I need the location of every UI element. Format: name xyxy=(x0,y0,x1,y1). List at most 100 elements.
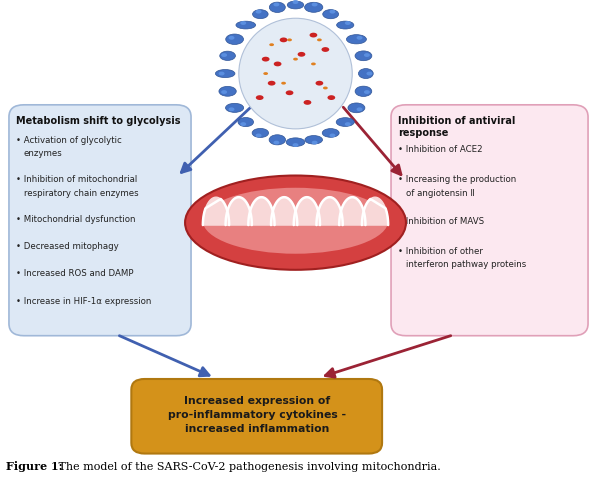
Ellipse shape xyxy=(303,101,312,106)
Ellipse shape xyxy=(287,2,304,10)
Ellipse shape xyxy=(238,118,254,127)
Ellipse shape xyxy=(219,72,224,76)
Ellipse shape xyxy=(221,91,227,95)
Text: • Decreased mitophagy: • Decreased mitophagy xyxy=(16,241,119,251)
Ellipse shape xyxy=(345,22,351,26)
Ellipse shape xyxy=(293,1,298,5)
Ellipse shape xyxy=(305,136,322,145)
Ellipse shape xyxy=(327,96,336,101)
Text: • Inhibition of ACE2: • Inhibition of ACE2 xyxy=(398,145,483,154)
Ellipse shape xyxy=(239,19,352,130)
Ellipse shape xyxy=(337,22,354,30)
Text: Increased expression of
pro-inflammatory cytokines -
increased inflammation: Increased expression of pro-inflammatory… xyxy=(168,395,346,433)
Ellipse shape xyxy=(367,72,373,76)
Ellipse shape xyxy=(312,3,318,7)
Ellipse shape xyxy=(256,96,263,101)
Text: • Mitochondrial dysfunction: • Mitochondrial dysfunction xyxy=(16,214,136,223)
Ellipse shape xyxy=(364,91,370,95)
Text: • Inhibition of mitochondrial: • Inhibition of mitochondrial xyxy=(16,175,137,184)
Polygon shape xyxy=(339,198,365,226)
Ellipse shape xyxy=(219,87,236,97)
Ellipse shape xyxy=(316,82,324,86)
Ellipse shape xyxy=(286,139,305,147)
Ellipse shape xyxy=(273,142,279,145)
Ellipse shape xyxy=(287,39,292,42)
Ellipse shape xyxy=(293,144,298,148)
Ellipse shape xyxy=(273,62,281,67)
Ellipse shape xyxy=(281,83,286,85)
Text: • Increasing the production: • Increasing the production xyxy=(398,175,516,184)
Ellipse shape xyxy=(185,176,406,270)
Ellipse shape xyxy=(252,129,269,138)
Ellipse shape xyxy=(356,37,362,41)
Ellipse shape xyxy=(267,82,275,86)
Ellipse shape xyxy=(226,35,244,46)
Ellipse shape xyxy=(298,53,305,58)
Ellipse shape xyxy=(216,71,235,78)
Text: • Activation of glycolytic: • Activation of glycolytic xyxy=(16,135,122,144)
Polygon shape xyxy=(294,198,320,226)
Ellipse shape xyxy=(364,54,370,58)
Ellipse shape xyxy=(240,22,246,26)
Ellipse shape xyxy=(312,142,318,145)
Ellipse shape xyxy=(269,3,285,13)
Ellipse shape xyxy=(220,52,235,61)
Ellipse shape xyxy=(240,123,246,127)
Text: • Increase in HIF-1α expression: • Increase in HIF-1α expression xyxy=(16,296,152,305)
Ellipse shape xyxy=(330,134,336,138)
Text: Inhibition of antiviral
response: Inhibition of antiviral response xyxy=(398,116,516,138)
Ellipse shape xyxy=(356,108,362,112)
Ellipse shape xyxy=(346,36,367,45)
Ellipse shape xyxy=(226,104,244,113)
Text: respiratory chain enzymes: respiratory chain enzymes xyxy=(24,188,139,197)
Text: interferon pathway proteins: interferon pathway proteins xyxy=(406,260,526,269)
Text: The model of the SARS-CoV-2 pathogenesis involving mitochondria.: The model of the SARS-CoV-2 pathogenesis… xyxy=(55,461,441,471)
Ellipse shape xyxy=(256,134,261,138)
Polygon shape xyxy=(362,198,388,226)
Ellipse shape xyxy=(273,3,279,7)
Ellipse shape xyxy=(323,11,338,20)
Ellipse shape xyxy=(203,188,388,254)
Text: • Inhibition of MAVS: • Inhibition of MAVS xyxy=(398,216,484,226)
Ellipse shape xyxy=(269,44,274,47)
Ellipse shape xyxy=(358,70,373,79)
Ellipse shape xyxy=(336,119,354,127)
Ellipse shape xyxy=(187,187,404,267)
Ellipse shape xyxy=(229,37,235,41)
Ellipse shape xyxy=(345,123,351,127)
FancyBboxPatch shape xyxy=(391,106,588,336)
Ellipse shape xyxy=(229,108,235,112)
Ellipse shape xyxy=(348,104,365,113)
Ellipse shape xyxy=(253,11,268,20)
Text: of angiotensin Ⅱ: of angiotensin Ⅱ xyxy=(406,188,475,197)
Ellipse shape xyxy=(330,11,336,14)
FancyBboxPatch shape xyxy=(131,379,382,454)
Ellipse shape xyxy=(323,87,328,90)
Text: Metabolism shift to glycolysis: Metabolism shift to glycolysis xyxy=(16,116,181,126)
Ellipse shape xyxy=(304,3,323,13)
Polygon shape xyxy=(316,198,343,226)
Ellipse shape xyxy=(310,34,318,38)
Polygon shape xyxy=(226,198,252,226)
Polygon shape xyxy=(248,198,275,226)
Ellipse shape xyxy=(355,52,372,61)
Ellipse shape xyxy=(286,91,294,96)
Ellipse shape xyxy=(269,135,285,145)
Ellipse shape xyxy=(221,54,227,58)
Text: • Increased ROS and DAMP: • Increased ROS and DAMP xyxy=(16,269,134,278)
Ellipse shape xyxy=(355,87,372,97)
Ellipse shape xyxy=(311,63,316,66)
Ellipse shape xyxy=(293,59,298,61)
Ellipse shape xyxy=(322,129,339,138)
Polygon shape xyxy=(271,198,297,226)
Text: enzymes: enzymes xyxy=(24,149,63,158)
Ellipse shape xyxy=(322,48,330,53)
Ellipse shape xyxy=(263,73,268,76)
Polygon shape xyxy=(203,198,229,226)
Text: Figure 1:: Figure 1: xyxy=(6,460,63,471)
Ellipse shape xyxy=(236,22,256,30)
Ellipse shape xyxy=(279,38,288,43)
Ellipse shape xyxy=(261,58,270,62)
Ellipse shape xyxy=(317,39,322,42)
FancyBboxPatch shape xyxy=(9,106,191,336)
